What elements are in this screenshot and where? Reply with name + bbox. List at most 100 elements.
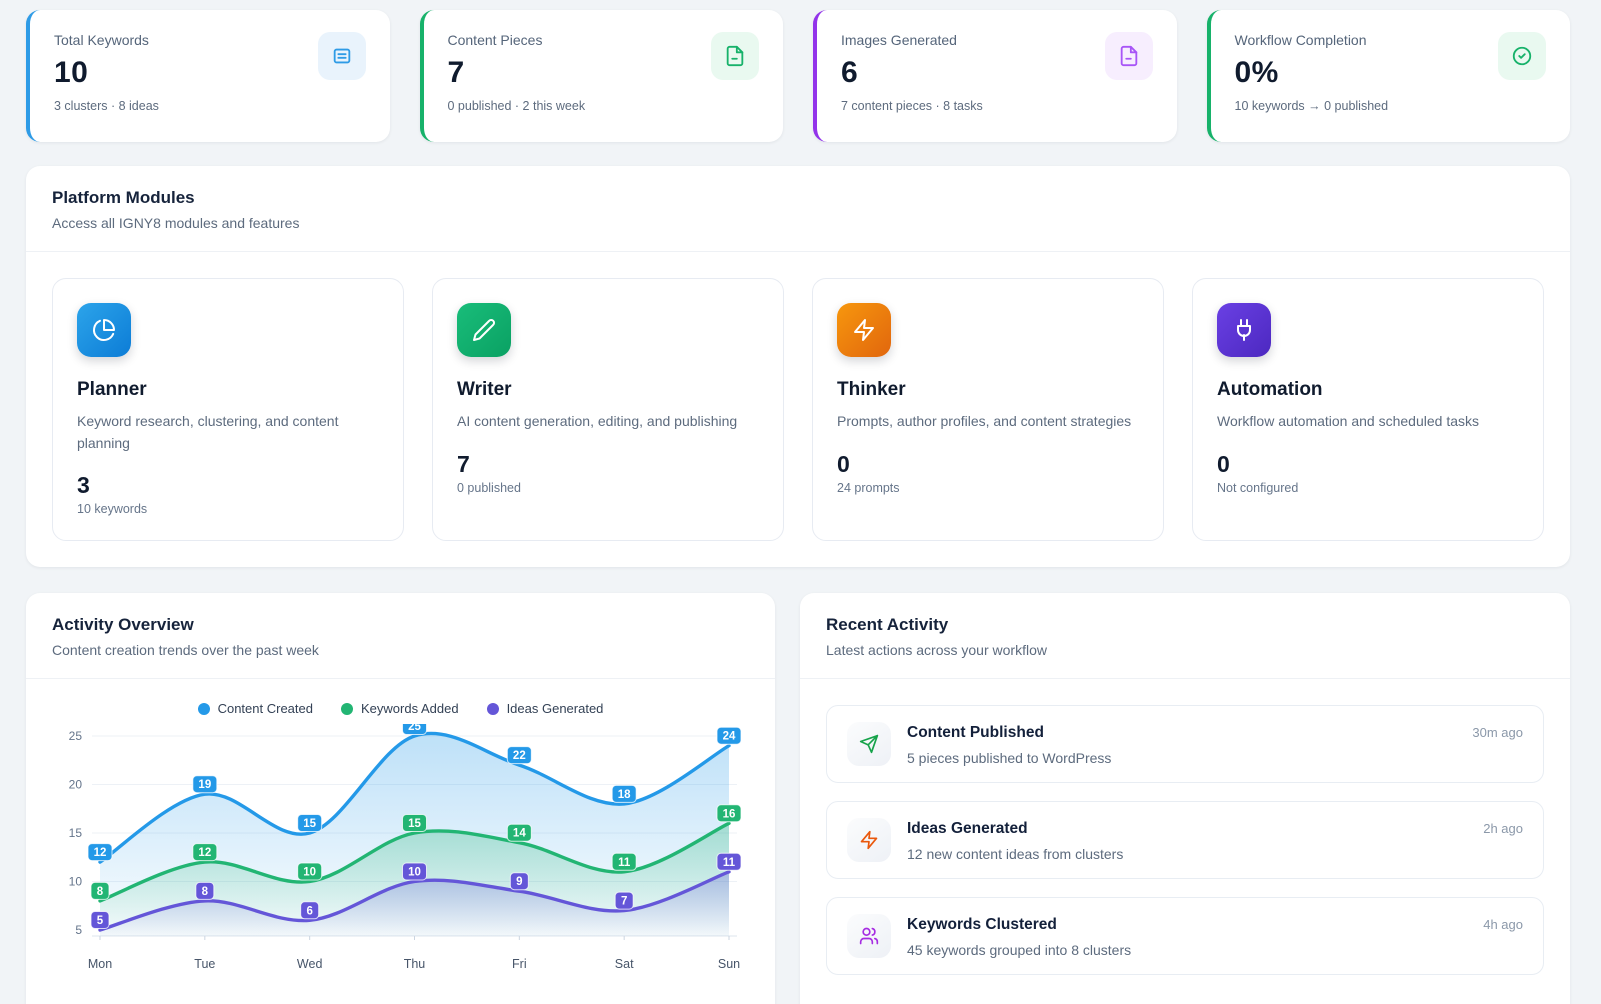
zap-icon [847,818,891,863]
activity-timestamp: 4h ago [1483,917,1523,933]
activity-list: Content Published 5 pieces published to … [800,679,1570,1001]
module-name: Writer [457,379,512,400]
stat-title: Images Generated [841,32,957,48]
svg-text:15: 15 [408,818,421,830]
stat-subtitle: 0 published · 2 this week [447,99,586,113]
activity-overview-subtitle: Content creation trends over the past we… [52,642,319,659]
stats-row: Total Keywords 10 3 clusters · 8 ideas C… [26,10,1570,142]
module-name: Thinker [837,379,906,400]
activity-item-keywords-clustered[interactable]: Keywords Clustered 45 keywords grouped i… [826,897,1544,976]
legend-dot [340,702,353,715]
module-card-thinker[interactable]: Thinker Prompts, author profiles, and co… [812,278,1164,542]
module-subtitle: 24 prompts [837,480,900,495]
zap-icon [837,303,891,357]
module-description: Keyword research, clustering, and conten… [77,413,339,451]
svg-text:15: 15 [69,826,83,840]
svg-text:Wed: Wed [297,957,323,971]
svg-text:25: 25 [69,729,83,743]
svg-text:12: 12 [94,847,107,859]
legend-item-ideas-generated[interactable]: Ideas Generated [486,701,604,717]
svg-text:8: 8 [97,886,104,898]
file-text-icon [711,32,759,80]
svg-text:Sat: Sat [615,957,634,971]
svg-text:19: 19 [198,780,211,792]
module-description: AI content generation, editing, and publ… [457,413,738,429]
svg-text:Sun: Sun [718,957,740,971]
modules-grid: Planner Keyword research, clustering, an… [26,252,1570,567]
module-value: 0 [1217,450,1230,477]
stat-title: Total Keywords [54,32,149,48]
activity-description: 12 new content ideas from clusters [907,846,1124,863]
svg-text:15: 15 [303,818,316,830]
legend-item-content-created[interactable]: Content Created [197,701,313,716]
module-value: 3 [77,472,90,499]
module-card-planner[interactable]: Planner Keyword research, clustering, an… [52,278,404,542]
module-subtitle: 0 published [457,480,521,495]
svg-text:12: 12 [198,847,211,859]
recent-activity-title: Recent Activity [826,615,949,635]
platform-modules-panel: Platform Modules Access all IGNY8 module… [26,166,1570,568]
stat-title: Content Pieces [447,32,543,48]
recent-activity-panel: Recent Activity Latest actions across yo… [800,593,1570,1004]
pie-chart-icon [77,303,131,357]
svg-text:11: 11 [723,857,736,869]
legend-label: Keywords Added [360,701,459,717]
stat-value: 0% [1234,56,1279,89]
module-name: Planner [77,379,147,400]
recent-activity-subtitle: Latest actions across your workflow [826,642,1047,659]
svg-text:25: 25 [408,724,421,733]
legend-label: Ideas Generated [506,701,604,717]
legend-dot [486,702,499,715]
svg-text:7: 7 [621,896,627,908]
svg-text:5: 5 [97,915,104,927]
module-card-automation[interactable]: Automation Workflow automation and sched… [1192,278,1544,542]
svg-text:11: 11 [618,857,631,869]
activity-overview-panel: Activity Overview Content creation trend… [26,593,775,1004]
activity-description: 5 pieces published to WordPress [907,750,1112,767]
stat-title: Workflow Completion [1234,32,1367,48]
check-circle-icon [1498,32,1546,80]
svg-text:6: 6 [306,906,312,918]
svg-text:10: 10 [303,867,316,879]
svg-text:16: 16 [723,809,736,821]
activity-title: Keywords Clustered [907,916,1057,934]
activity-title: Content Published [907,724,1044,742]
legend-dot [197,702,210,715]
module-value: 0 [837,450,850,477]
stat-subtitle: 7 content pieces · 8 tasks [841,99,983,113]
module-subtitle: Not configured [1217,480,1299,495]
svg-text:22: 22 [513,750,526,762]
module-name: Automation [1217,379,1323,400]
module-subtitle: 10 keywords [77,502,148,517]
users-icon [847,914,891,959]
module-card-writer[interactable]: Writer AI content generation, editing, a… [432,278,784,542]
activity-description: 45 keywords grouped into 8 clusters [907,942,1132,959]
stat-value: 6 [841,56,859,89]
module-value: 7 [457,450,470,477]
chart-legend: Content Created Keywords Added Ideas Gen… [48,691,753,724]
plug-icon [1217,303,1271,357]
stat-card-workflow-completion: Workflow Completion 0% 10 keywords → 0 p… [1206,10,1570,142]
svg-text:Thu: Thu [404,957,426,971]
svg-text:10: 10 [69,875,83,889]
modules-title: Platform Modules [52,188,195,207]
activity-title: Ideas Generated [907,820,1028,838]
pencil-icon [457,303,511,357]
svg-text:Tue: Tue [194,957,215,971]
legend-item-keywords-added[interactable]: Keywords Added [340,701,459,717]
stat-card-images-generated: Images Generated 6 7 content pieces · 8 … [813,10,1177,142]
activity-line-chart: 5 10 15 20 25 Mon Tue Wed Thu Fri Sat Sun 12 19 15 25 22… [48,717,753,981]
activity-timestamp: 2h ago [1483,821,1523,837]
svg-text:5: 5 [75,923,82,937]
svg-text:18: 18 [618,789,631,801]
svg-text:20: 20 [69,778,83,792]
send-icon [847,722,891,767]
activity-item-content-published[interactable]: Content Published 5 pieces published to … [826,705,1544,784]
activity-timestamp: 30m ago [1472,725,1523,741]
svg-text:10: 10 [408,867,421,879]
svg-text:Mon: Mon [88,957,112,971]
svg-text:Fri: Fri [512,957,527,971]
activity-item-ideas-generated[interactable]: Ideas Generated 12 new content ideas fro… [826,801,1544,880]
stat-value: 7 [447,56,465,89]
